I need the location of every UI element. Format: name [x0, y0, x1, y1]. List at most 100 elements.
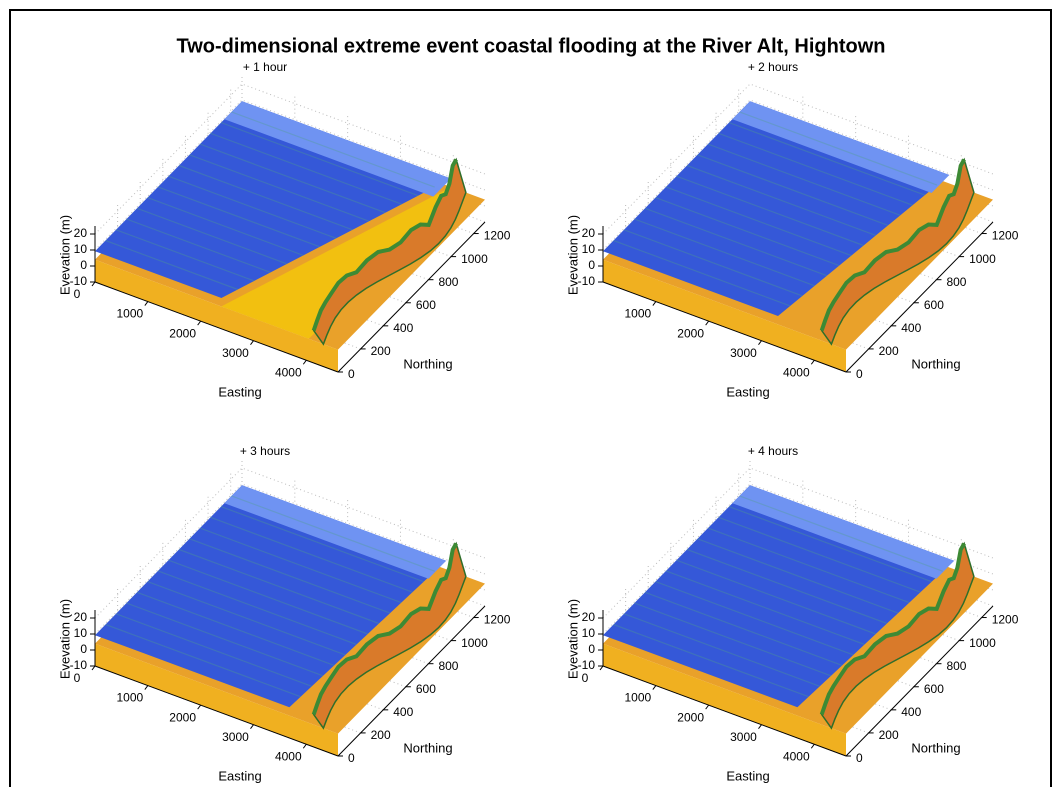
- x-tick-label: 2000: [169, 326, 196, 340]
- x-tick: [91, 281, 96, 287]
- water-texture: [665, 186, 852, 257]
- water-texture: [634, 218, 815, 287]
- y-axis: [845, 605, 994, 757]
- x-tick-label: 4000: [783, 749, 810, 763]
- water-texture: [707, 143, 901, 216]
- land-face: [603, 259, 846, 372]
- water-texture: [147, 581, 346, 656]
- y-tick-label: 800: [438, 275, 458, 289]
- panel-title: + 1 hour: [243, 60, 287, 74]
- z-axis-label: Evevation (m): [565, 599, 580, 679]
- x-tick-label: 1000: [624, 307, 651, 321]
- z-tick-label: 10: [582, 626, 596, 640]
- water-texture: [168, 559, 369, 635]
- grid-line: [692, 133, 937, 281]
- sand-surface: [221, 187, 461, 339]
- water-texture: [157, 570, 357, 646]
- water-texture: [105, 623, 301, 698]
- water-texture: [728, 122, 926, 196]
- water-texture: [665, 570, 865, 646]
- water-texture: [147, 197, 304, 256]
- water-texture: [199, 143, 386, 214]
- y-tick-label: 1200: [992, 229, 1019, 243]
- water-texture: [634, 602, 832, 677]
- x-tick: [758, 724, 762, 729]
- z-tick-label: 20: [74, 610, 88, 624]
- grid-line: [117, 202, 361, 350]
- x-tick: [144, 301, 149, 306]
- grid-line: [738, 471, 982, 619]
- x-tick: [705, 704, 710, 710]
- dune-crest: [311, 158, 458, 332]
- y-axis: [337, 605, 486, 757]
- y-tick-label: 800: [946, 659, 966, 673]
- water-texture: [644, 207, 828, 277]
- y-tick-label: 0: [856, 367, 863, 381]
- x-tick: [302, 359, 307, 365]
- x-axis: [602, 665, 847, 757]
- grid-line: [230, 87, 474, 235]
- water-texture: [199, 527, 402, 604]
- y-tick-label: 400: [901, 705, 921, 719]
- water-texture: [686, 548, 888, 625]
- x-tick: [250, 724, 254, 729]
- y-tick-label: 1000: [461, 252, 488, 266]
- x-tick-label: 2000: [677, 710, 704, 724]
- z-tick-label: -10: [578, 658, 596, 672]
- z-tick-label: 20: [74, 226, 88, 240]
- y-tick-label: 0: [348, 751, 355, 765]
- grid-line: [670, 156, 915, 304]
- grid-line: [117, 586, 361, 734]
- x-tick-label: 4000: [275, 749, 302, 763]
- water-texture: [707, 527, 910, 604]
- water-texture: [157, 186, 321, 248]
- grid-line: [162, 156, 407, 304]
- y-tick-label: 600: [924, 298, 944, 312]
- grid-line: [207, 494, 452, 642]
- x-tick: [144, 685, 149, 690]
- x-tick: [810, 359, 815, 365]
- y-tick-label: 1200: [484, 229, 511, 243]
- y-tick-label: 1000: [969, 636, 996, 650]
- land-face: [603, 643, 846, 756]
- panel-title: + 3 hours: [240, 444, 290, 458]
- water-texture: [210, 516, 413, 593]
- x-tick-label: 1000: [116, 691, 143, 705]
- water-texture: [686, 164, 877, 236]
- water-back: [732, 101, 950, 193]
- x-axis: [602, 281, 847, 373]
- y-tick-label: 600: [924, 682, 944, 696]
- water-texture: [231, 495, 436, 572]
- water-texture: [178, 164, 353, 231]
- grid-line: [625, 202, 869, 350]
- z-tick-label: -10: [70, 658, 88, 672]
- water-texture: [644, 591, 843, 666]
- water-texture: [739, 111, 938, 186]
- grid-line: [647, 563, 892, 711]
- y-tick-label: 400: [393, 321, 413, 335]
- figure-title: Two-dimensional extreme event coastal fl…: [177, 35, 886, 57]
- grid-line: [184, 517, 429, 665]
- grid-line: [647, 179, 892, 327]
- x-axis-label: Easting: [218, 384, 261, 399]
- y-tick-label: 200: [371, 344, 391, 358]
- x-tick: [652, 685, 657, 690]
- water-texture: [178, 548, 380, 625]
- x-tick: [302, 743, 307, 749]
- x-axis: [94, 281, 339, 373]
- water-texture: [115, 613, 313, 687]
- water-texture: [220, 122, 419, 197]
- z-tick-label: 20: [582, 610, 596, 624]
- water-texture: [655, 197, 840, 267]
- grid-line: [162, 540, 407, 688]
- x-tick-label: 1000: [116, 307, 143, 321]
- water-texture: [697, 538, 899, 614]
- water-texture: [231, 111, 435, 188]
- x-tick-label: 2000: [677, 326, 704, 340]
- x-tick: [91, 665, 96, 671]
- y-tick-label: 1000: [461, 636, 488, 650]
- water-texture: [210, 132, 403, 205]
